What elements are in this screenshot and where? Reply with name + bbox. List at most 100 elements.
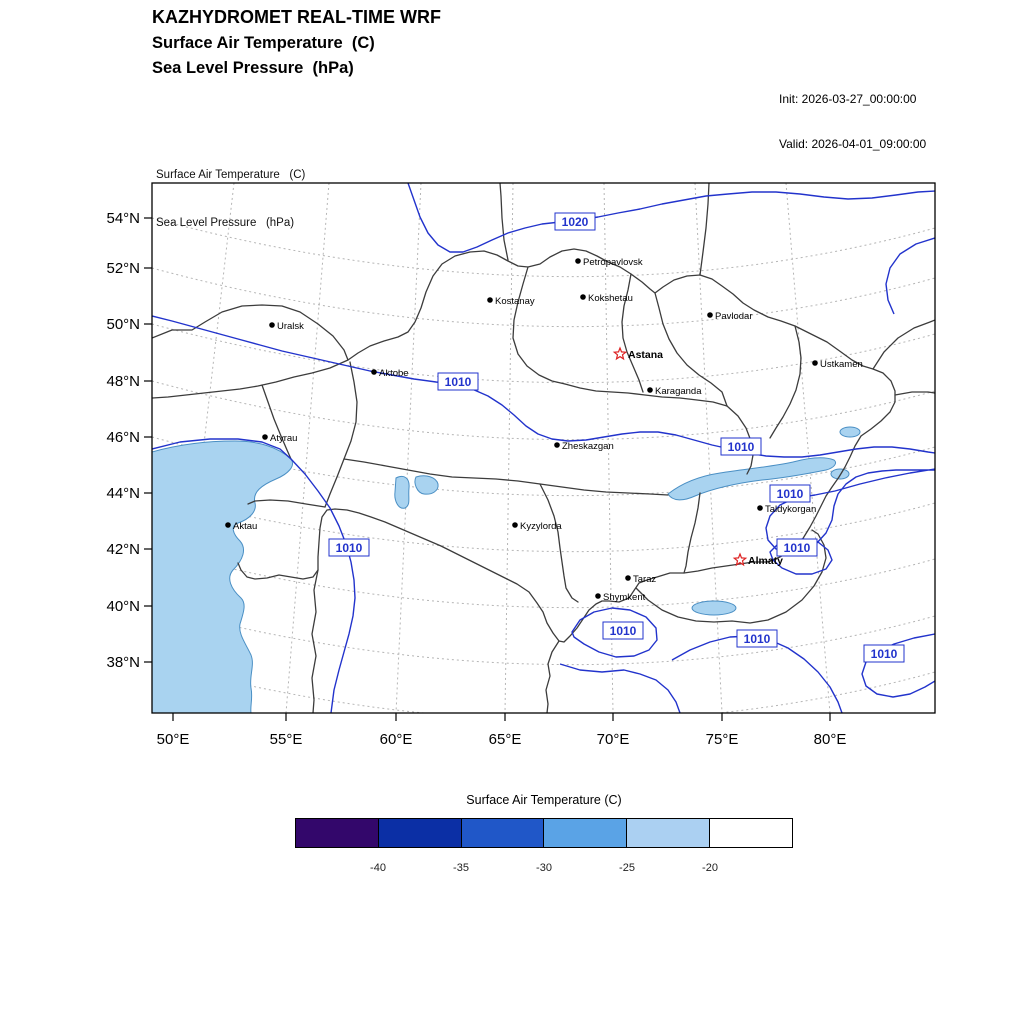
city-dot-icon	[812, 360, 818, 366]
city-pavlodar: Pavlodar	[707, 311, 753, 322]
city-kostanay: Kostanay	[487, 296, 535, 307]
longitude-axis: 50°E 55°E 60°E 65°E 70°E 75°E 80°E	[157, 713, 846, 748]
lake-alakol	[830, 468, 850, 480]
city-dot-icon	[225, 522, 231, 528]
svg-text:55°E: 55°E	[270, 731, 303, 748]
colorbar-segment	[377, 819, 461, 847]
colorbar-segment	[543, 819, 627, 847]
isobar-1010-se-4	[861, 633, 935, 698]
country-borders	[152, 183, 935, 713]
city-taraz: Taraz	[625, 574, 656, 585]
svg-text:1010: 1010	[445, 375, 472, 389]
svg-text:1020: 1020	[562, 215, 589, 229]
svg-text:54°N: 54°N	[106, 210, 140, 227]
pressure-label: 1010	[720, 437, 762, 456]
city-markers: Petropavlovsk Kostanay Kokshetau Pavloda…	[225, 257, 863, 603]
pressure-label: 1010	[769, 484, 811, 503]
pressure-label: 1010	[328, 538, 370, 557]
city-kokshetau: Kokshetau	[580, 293, 633, 304]
valid-time: Valid: 2026-04-01_09:00:00	[779, 137, 927, 151]
subtitle-pressure: Sea Level Pressure (hPa)	[152, 59, 354, 77]
city-dot-icon	[647, 387, 653, 393]
run-times: Init: 2026-03-27_00:00:00 Valid: 2026-04…	[779, 62, 926, 182]
city-zheskazgan: Zheskazgan	[554, 441, 614, 452]
pressure-label: 1010	[437, 372, 479, 391]
city-dot-icon	[757, 505, 763, 511]
svg-text:70°E: 70°E	[597, 731, 630, 748]
svg-text:1010: 1010	[610, 624, 637, 638]
svg-text:Shymkent: Shymkent	[603, 592, 646, 603]
colorbar-segment	[709, 819, 792, 847]
svg-text:1010: 1010	[871, 647, 898, 661]
svg-text:60°E: 60°E	[380, 731, 413, 748]
svg-text:Aktobe: Aktobe	[379, 368, 409, 379]
city-kyzylorda: Kyzylorda	[512, 521, 562, 532]
isobar-extra-northeast	[885, 237, 935, 315]
svg-text:52°N: 52°N	[106, 260, 140, 277]
city-ustkamen: Ustkamen	[812, 359, 863, 370]
colorbar-segment	[460, 819, 544, 847]
city-dot-icon	[625, 575, 631, 581]
svg-text:Taraz: Taraz	[633, 574, 656, 585]
svg-text:Petropavlovsk: Petropavlovsk	[583, 257, 643, 268]
colorbar-legend: Surface Air Temperature (C) -40 -35 -30 …	[295, 793, 793, 880]
colorbar-tick: -40	[370, 862, 386, 874]
svg-text:Kostanay: Kostanay	[495, 296, 535, 307]
lake-balkhash	[667, 457, 837, 501]
city-dot-icon	[487, 297, 493, 303]
colorbar-tick: -30	[536, 862, 552, 874]
variable-label-temperature: Surface Air Temperature (C)	[156, 169, 306, 181]
isobar-extra-south	[559, 663, 681, 713]
svg-text:Karaganda: Karaganda	[655, 386, 702, 397]
map-variable-labels: Surface Air Temperature (C) Sea Level Pr…	[156, 135, 305, 263]
svg-text:40°N: 40°N	[106, 598, 140, 615]
pressure-contours	[152, 183, 935, 713]
lake-zaysan	[839, 426, 861, 438]
map-frame	[151, 182, 936, 714]
pressure-value-labels: 1020 1010 1010 1010 1010	[328, 212, 905, 663]
svg-text:75°E: 75°E	[706, 731, 739, 748]
city-petropavlovsk: Petropavlovsk	[575, 257, 643, 268]
city-dot-icon	[262, 434, 268, 440]
colorbar	[295, 818, 793, 848]
isobar-1010-west	[152, 438, 356, 713]
city-dot-icon	[269, 322, 275, 328]
svg-text:1010: 1010	[744, 632, 771, 646]
city-dot-icon	[580, 294, 586, 300]
colorbar-ticks: -40 -35 -30 -25 -20	[295, 862, 793, 880]
city-atyrau: Atyrau	[262, 433, 297, 444]
svg-text:Uralsk: Uralsk	[277, 321, 304, 332]
pressure-label: 1010	[736, 629, 778, 648]
svg-text:44°N: 44°N	[106, 485, 140, 502]
city-aktau: Aktau	[225, 521, 257, 532]
colorbar-tick: -35	[453, 862, 469, 874]
isobar-1010-main	[152, 315, 935, 458]
pressure-label: 1010	[863, 644, 905, 663]
svg-text:1010: 1010	[784, 541, 811, 555]
page-title: KAZHYDROMET REAL-TIME WRF	[152, 7, 441, 27]
svg-text:48°N: 48°N	[106, 373, 140, 390]
svg-text:Aktau: Aktau	[233, 521, 257, 532]
isobar-1020	[407, 183, 935, 253]
subtitle-temperature: Surface Air Temperature (C)	[152, 34, 375, 52]
pressure-label: 1010	[602, 621, 644, 640]
water-bodies	[152, 426, 861, 713]
colorbar-segment	[296, 819, 378, 847]
city-dot-icon	[554, 442, 560, 448]
city-almaty: Almaty	[732, 552, 783, 567]
city-aktobe: Aktobe	[371, 368, 409, 379]
city-dot-icon	[512, 522, 518, 528]
svg-text:50°N: 50°N	[106, 316, 140, 333]
city-astana: Astana	[612, 346, 663, 361]
pressure-label: 1020	[554, 212, 596, 231]
svg-text:38°N: 38°N	[106, 654, 140, 671]
svg-text:Kokshetau: Kokshetau	[588, 293, 633, 304]
city-karaganda: Karaganda	[647, 386, 702, 397]
svg-text:50°E: 50°E	[157, 731, 190, 748]
capital-star-icon	[612, 346, 628, 361]
isobar-1010-south-loop	[571, 607, 658, 658]
city-dot-icon	[707, 312, 713, 318]
aral-sea-east	[414, 475, 439, 495]
